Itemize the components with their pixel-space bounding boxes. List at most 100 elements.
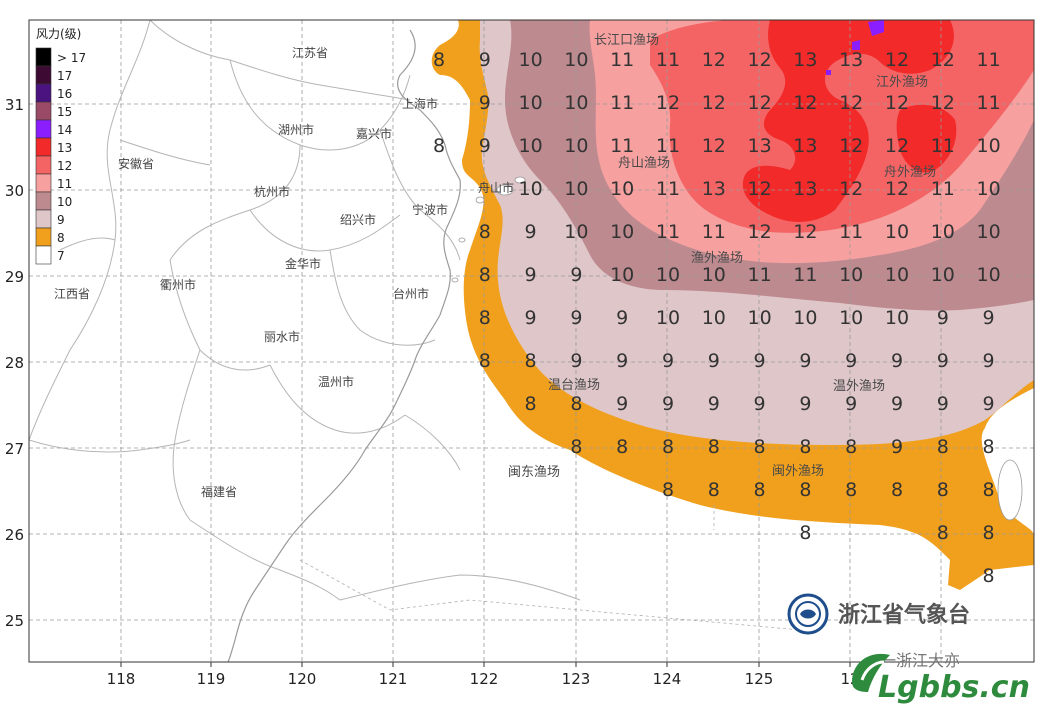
wind-force-value: 12 [839,92,863,114]
site-watermark: 一浙江大亦 Lgbbs.cn [852,651,1030,705]
wind-force-value: 8 [937,479,949,501]
leaf-logo [852,653,890,692]
y-tick-label: 30 [5,182,24,200]
wind-force-value: 11 [656,221,680,243]
x-tick-label: 118 [107,670,136,688]
wind-force-value: 13 [793,135,817,157]
x-tick-label: 119 [197,670,226,688]
wind-force-value: 10 [839,307,863,329]
wind-force-value: 8 [662,479,674,501]
x-axis: 118 119 120 121 122 123 124 125 12 [107,662,860,688]
legend-label: 17 [57,69,72,83]
x-tick-label: 125 [745,670,774,688]
wind-force-value: 9 [937,307,949,329]
wind-force-value: 9 [616,350,628,372]
wind-force-value: 11 [656,49,680,71]
wind-force-value: 9 [983,307,995,329]
wind-force-value: 12 [885,135,909,157]
wind-force-value: 9 [479,49,491,71]
wind-force-value: 12 [931,49,955,71]
wind-force-values: 8 9 10 10 11 11 12 12 13 13 12 12 11 9 10 10 11 12 12 12 12 1… [433,49,1001,587]
wind-force-value: 9 [891,436,903,458]
wind-force-value: 8 [433,135,445,157]
legend: 风力(级) > 17 17 16 15 14 13 12 11 10 9 8 7 [35,27,86,265]
legend-label: 15 [57,105,72,119]
wind-force-value: 12 [748,221,772,243]
wind-force-value: 10 [931,264,955,286]
wind-force-value: 9 [616,307,628,329]
wind-force-value: 10 [702,264,726,286]
wind-force-value: 12 [702,92,726,114]
wind-force-value: 12 [656,92,680,114]
wind-force-value: 10 [564,49,588,71]
agency-name: 浙江省气象台 [838,602,970,628]
wind-force-value: 9 [662,350,674,372]
place-label-shanghai: 上海市 [402,96,438,111]
wind-force-value: 8 [708,479,720,501]
wind-force-value: 9 [983,393,995,415]
place-label-jiangsu: 江苏省 [292,46,328,60]
legend-label: 9 [57,213,65,227]
legend-label: 12 [57,159,72,173]
wind-force-value: 8 [891,479,903,501]
place-label-quzhou: 衢州市 [160,277,196,292]
islands [451,176,1023,521]
wind-force-value: 10 [564,221,588,243]
wind-force-value: 9 [616,393,628,415]
wind-force-value: 8 [937,522,949,544]
wind-force-value: 8 [983,479,995,501]
legend-swatch [35,65,52,85]
wind-force-value: 9 [891,350,903,372]
wind-force-value: 10 [656,264,680,286]
wind-force-value: 8 [754,436,766,458]
fishing-ground-labels: 长江口渔场 江外渔场 舟山渔场 舟外渔场 渔外渔场 温台渔场 温外渔场 闽东渔场… [508,33,936,480]
x-tick-label: 121 [379,670,408,688]
wind-force-value: 9 [662,393,674,415]
wind-force-value: 12 [885,92,909,114]
legend-swatch [35,209,52,229]
wind-force-value: 10 [885,221,909,243]
place-label-taizhou: 台州市 [393,286,429,301]
wind-force-value: 10 [564,135,588,157]
legend-label: 11 [57,177,72,191]
wind-force-value: 8 [570,393,582,415]
legend-swatch [35,47,52,67]
wind-force-value: 8 [433,49,445,71]
wind-force-value: 12 [839,178,863,200]
wind-force-value: 8 [754,479,766,501]
legend-label: 8 [57,231,65,245]
legend-label: > 17 [57,51,86,65]
wind-force-value: 9 [479,92,491,114]
place-label-wenzhou: 温州市 [318,374,354,389]
x-tick-label: 120 [288,670,317,688]
place-label-jiangxi: 江西省 [54,287,90,301]
legend-swatch [35,119,52,139]
wind-force-value: 8 [479,350,491,372]
wind-force-value: 9 [525,307,537,329]
wind-force-value: 8 [845,479,857,501]
wind-force-value: 12 [748,92,772,114]
legend-swatch [35,101,52,121]
wind-force-value: 12 [885,49,909,71]
wind-force-value: 10 [610,221,634,243]
fishing-ground-changjiangkou: 长江口渔场 [594,33,659,48]
wind-force-value: 8 [479,307,491,329]
wind-zone-13 [742,20,954,222]
wind-force-value: 9 [845,350,857,372]
wind-force-value: 10 [519,178,543,200]
wind-force-value: 8 [845,436,857,458]
legend-swatch [35,137,52,157]
fishing-ground-zhoushan: 舟山渔场 [618,156,670,171]
wind-force-value: 9 [708,393,720,415]
y-tick-label: 25 [5,612,24,630]
sea-boundaries [299,505,801,631]
fishing-ground-wenwai: 温外渔场 [833,379,885,394]
wind-force-value: 8 [799,479,811,501]
wind-force-value: 10 [793,307,817,329]
wind-force-value: 9 [525,221,537,243]
place-labels: 江苏省 上海市 湖州市 嘉兴市 安徽省 杭州市 绍兴市 宁波市 舟山市 金华市 … [54,46,514,499]
y-tick-label: 28 [5,354,24,372]
wind-force-value: 8 [983,522,995,544]
wind-force-value: 11 [839,221,863,243]
wind-force-value: 9 [891,393,903,415]
